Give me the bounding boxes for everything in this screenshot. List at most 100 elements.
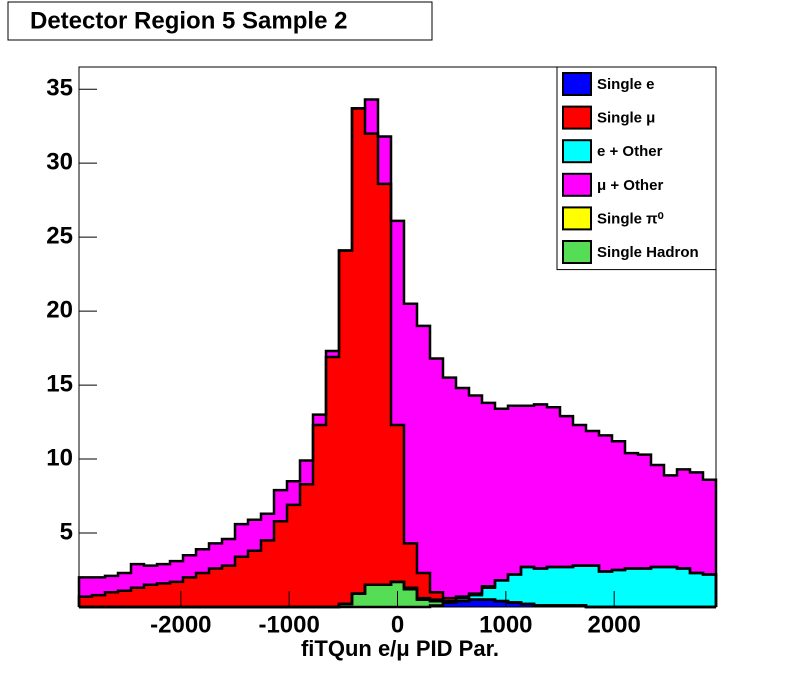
bar — [352, 593, 365, 607]
x-tick-label: 0 — [391, 611, 404, 638]
bar — [664, 475, 677, 568]
legend-label: Single Hadron — [597, 244, 699, 261]
bar — [443, 377, 456, 599]
bar — [508, 574, 521, 603]
bar — [573, 565, 586, 606]
bar — [638, 454, 651, 569]
bar — [404, 543, 417, 588]
bar — [79, 577, 92, 597]
legend-swatch — [562, 72, 592, 96]
bar — [443, 602, 456, 607]
legend-label: μ + Other — [597, 177, 663, 194]
bar — [690, 472, 703, 573]
bar — [469, 595, 482, 600]
bar — [430, 601, 443, 606]
bar — [131, 587, 144, 607]
bar — [469, 395, 482, 594]
bar — [157, 583, 170, 607]
bar — [417, 572, 430, 599]
bar — [300, 460, 313, 485]
bar — [313, 425, 326, 607]
bar — [105, 575, 118, 593]
legend-swatch — [562, 139, 592, 164]
x-tick-label: -2000 — [150, 611, 211, 638]
bar — [274, 521, 287, 607]
bar — [508, 405, 521, 575]
bar — [105, 592, 118, 607]
bar — [404, 589, 417, 607]
bar — [521, 567, 534, 605]
x-tick-label: 2000 — [587, 611, 640, 638]
bar — [339, 250, 352, 605]
bar — [456, 601, 469, 607]
bar — [560, 416, 573, 568]
bar — [586, 430, 599, 566]
bar — [495, 601, 508, 607]
bar — [170, 561, 183, 582]
bar — [339, 604, 352, 607]
bar — [599, 571, 612, 607]
stack-outline — [77, 107, 718, 607]
bar — [703, 574, 716, 607]
legend-label: Single μ — [597, 110, 655, 127]
chart-title: Detector Region 5 Sample 2 — [30, 7, 347, 34]
bar — [703, 479, 716, 575]
bar — [456, 598, 469, 602]
bar — [651, 464, 664, 568]
bar — [612, 441, 625, 571]
bar — [443, 598, 456, 602]
bar — [261, 513, 274, 541]
bar — [222, 565, 235, 607]
y-tick-label: 25 — [46, 222, 73, 249]
bar — [378, 584, 391, 607]
bar — [456, 388, 469, 597]
bar — [170, 581, 183, 607]
bar — [430, 592, 443, 600]
bar — [92, 595, 105, 607]
bar — [547, 407, 560, 568]
bar — [495, 580, 508, 602]
legend-label: e + Other — [597, 143, 663, 160]
y-tick-label: 30 — [46, 149, 73, 176]
bar — [417, 599, 430, 607]
bar — [677, 469, 690, 569]
bar — [625, 453, 638, 569]
bar — [391, 220, 404, 426]
bar — [690, 572, 703, 607]
bar — [352, 108, 365, 594]
bar — [586, 565, 599, 607]
bar — [248, 550, 261, 607]
bar — [547, 567, 560, 606]
bar — [573, 425, 586, 566]
bar — [131, 564, 144, 588]
bar — [599, 435, 612, 572]
bar — [118, 572, 131, 591]
bar — [274, 490, 287, 522]
y-tick-label: 5 — [60, 518, 73, 545]
bar — [677, 568, 690, 607]
bar — [287, 504, 300, 607]
bar — [534, 568, 547, 606]
bar — [378, 183, 391, 585]
bar — [521, 405, 534, 568]
bar — [300, 484, 313, 607]
bar — [235, 556, 248, 607]
x-axis-title: fiTQun e/μ PID Par. — [301, 636, 499, 661]
bar — [248, 519, 261, 551]
bar — [508, 602, 521, 607]
y-tick-label: 15 — [46, 370, 73, 397]
bar — [313, 414, 326, 426]
legend-swatch — [562, 240, 592, 264]
x-tick-label: 1000 — [479, 611, 532, 638]
bar — [482, 402, 495, 587]
bar — [495, 408, 508, 581]
bar — [118, 590, 131, 607]
y-tick-label: 10 — [46, 444, 73, 471]
bar — [365, 584, 378, 607]
bar — [365, 133, 378, 585]
bar — [326, 356, 339, 607]
legend-label: Single e — [597, 76, 655, 93]
title-box — [7, 1, 433, 41]
bar — [469, 599, 482, 607]
bar — [625, 568, 638, 607]
